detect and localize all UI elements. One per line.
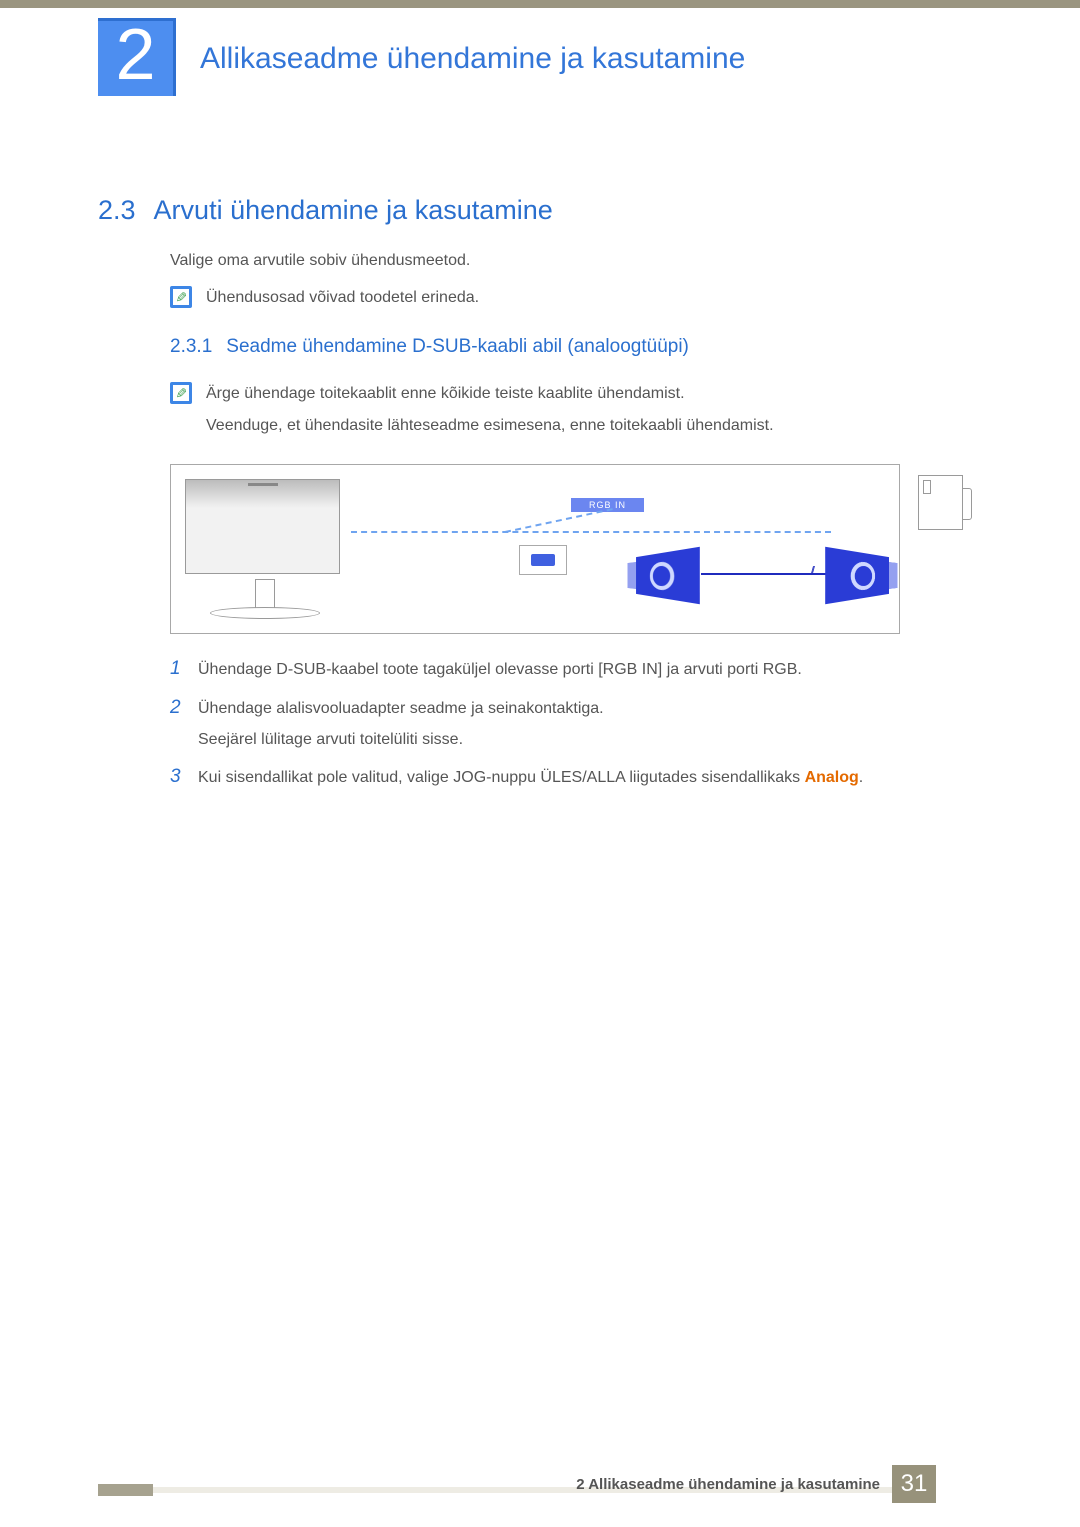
- subsection-number: 2.3.1: [170, 336, 212, 358]
- step-row: 1 Ühendage D-SUB-kaabel toote tagaküljel…: [170, 658, 900, 683]
- steps-list: 1 Ühendage D-SUB-kaabel toote tagaküljel…: [170, 658, 900, 791]
- step-number: 3: [170, 766, 182, 789]
- dsub-connector-left: [636, 547, 700, 605]
- cable-line: [351, 531, 831, 533]
- monitor-illustration: [185, 479, 345, 619]
- note-2: Ärge ühendage toitekaablit enne kõikide …: [170, 382, 900, 438]
- dsub-connector-right: [825, 547, 889, 605]
- note-icon: [170, 286, 192, 308]
- subsection-title: Seadme ühendamine D-SUB-kaabli abil (ana…: [226, 336, 689, 358]
- step-row: 3 Kui sisendallikat pole valitud, valige…: [170, 766, 900, 791]
- page-number-badge: 31: [892, 1465, 936, 1503]
- chapter-title: Allikaseadme ühendamine ja kasutamine: [200, 42, 745, 76]
- port-illustration: [519, 545, 567, 575]
- step-text: Ühendage D-SUB-kaabel toote tagaküljel o…: [198, 658, 802, 683]
- computer-illustration: [918, 475, 963, 530]
- section-heading: 2.3 Arvuti ühendamine ja kasutamine: [98, 195, 900, 226]
- step-row: 2 Ühendage alalisvooluadapter seadme ja …: [170, 697, 900, 753]
- analog-highlight: Analog: [805, 769, 859, 786]
- footer-accent-tab: [98, 1484, 153, 1496]
- step-text: Kui sisendallikat pole valitud, valige J…: [198, 766, 863, 791]
- step-number: 1: [170, 658, 182, 681]
- wire-segment: [701, 573, 831, 575]
- note-icon: [170, 382, 192, 404]
- note-1-text: Ühendusosad võivad toodetel erineda.: [206, 286, 479, 310]
- note-2-line1: Ärge ühendage toitekaablit enne kõikide …: [206, 382, 774, 406]
- intro-text: Valige oma arvutile sobiv ühendusmeetod.: [170, 252, 900, 270]
- step-number: 2: [170, 697, 182, 720]
- step-text: Ühendage alalisvooluadapter seadme ja se…: [198, 697, 604, 753]
- connection-diagram: RGB IN: [170, 464, 900, 634]
- top-accent-bar: [0, 0, 1080, 8]
- chapter-number: 2: [115, 19, 155, 91]
- section-number: 2.3: [98, 195, 136, 226]
- chapter-number-badge: 2: [98, 18, 176, 96]
- note-1: Ühendusosad võivad toodetel erineda.: [170, 286, 900, 310]
- note-2-line2: Veenduge, et ühendasite lähteseadme esim…: [206, 414, 774, 438]
- subsection-heading: 2.3.1 Seadme ühendamine D-SUB-kaabli abi…: [170, 336, 900, 358]
- footer-text: 2 Allikaseadme ühendamine ja kasutamine: [576, 1476, 880, 1493]
- section-title: Arvuti ühendamine ja kasutamine: [154, 195, 553, 226]
